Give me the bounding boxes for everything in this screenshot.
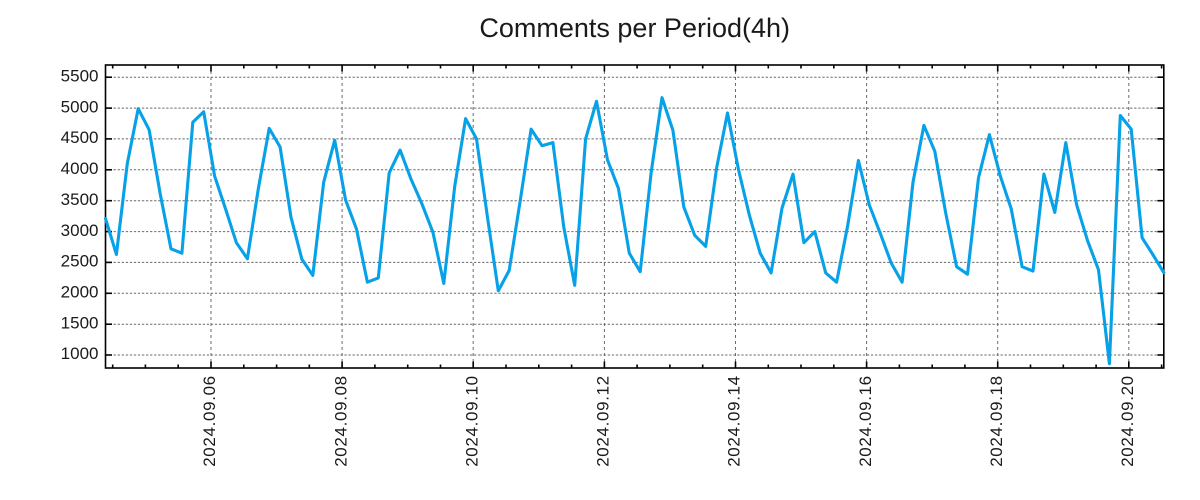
svg-text:1500: 1500 [61,313,99,332]
svg-text:2024.09.20: 2024.09.20 [1118,375,1137,467]
svg-text:2500: 2500 [61,252,99,271]
svg-text:1000: 1000 [61,344,99,363]
svg-text:5000: 5000 [61,97,99,116]
svg-text:Comments per Period(4h): Comments per Period(4h) [479,13,790,43]
svg-text:2024.09.16: 2024.09.16 [856,375,875,467]
svg-text:5500: 5500 [61,66,99,85]
svg-text:4500: 4500 [61,128,99,147]
svg-text:2024.09.06: 2024.09.06 [200,375,219,467]
svg-text:2024.09.10: 2024.09.10 [462,375,481,467]
svg-text:2000: 2000 [61,283,99,302]
svg-text:2024.09.18: 2024.09.18 [987,375,1006,467]
svg-text:2024.09.08: 2024.09.08 [331,375,350,467]
svg-text:2024.09.12: 2024.09.12 [594,375,613,467]
svg-text:2024.09.14: 2024.09.14 [725,375,744,467]
svg-text:3500: 3500 [61,190,99,209]
svg-text:3000: 3000 [61,221,99,240]
svg-text:4000: 4000 [61,159,99,178]
